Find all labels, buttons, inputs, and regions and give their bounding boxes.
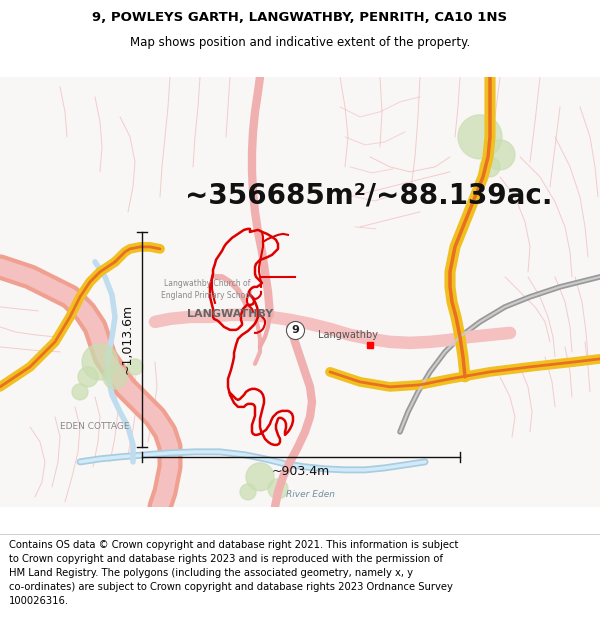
Text: LANGWATHBY: LANGWATHBY [187, 309, 273, 319]
Text: 9, POWLEYS GARTH, LANGWATHBY, PENRITH, CA10 1NS: 9, POWLEYS GARTH, LANGWATHBY, PENRITH, C… [92, 11, 508, 24]
Circle shape [103, 365, 127, 389]
Text: Langwathby Church of
England Primary School: Langwathby Church of England Primary Sch… [161, 279, 253, 300]
Text: Contains OS data © Crown copyright and database right 2021. This information is : Contains OS data © Crown copyright and d… [9, 540, 458, 606]
Text: ~1,013.6m: ~1,013.6m [121, 304, 134, 374]
Circle shape [82, 344, 118, 380]
Text: EDEN COTTAGE: EDEN COTTAGE [60, 422, 130, 431]
Circle shape [480, 157, 500, 177]
Text: ~356685m²/~88.139ac.: ~356685m²/~88.139ac. [185, 182, 553, 210]
Circle shape [268, 479, 288, 499]
Text: River Eden: River Eden [286, 491, 335, 499]
Circle shape [127, 359, 143, 375]
Circle shape [78, 367, 98, 387]
Circle shape [485, 140, 515, 170]
Circle shape [458, 115, 502, 159]
Text: ~903.4m: ~903.4m [272, 465, 330, 478]
Circle shape [240, 484, 256, 500]
Text: Map shows position and indicative extent of the property.: Map shows position and indicative extent… [130, 36, 470, 49]
Text: 9: 9 [291, 325, 299, 335]
Circle shape [246, 463, 274, 491]
Circle shape [72, 384, 88, 400]
Text: Langwathby: Langwathby [318, 330, 378, 340]
